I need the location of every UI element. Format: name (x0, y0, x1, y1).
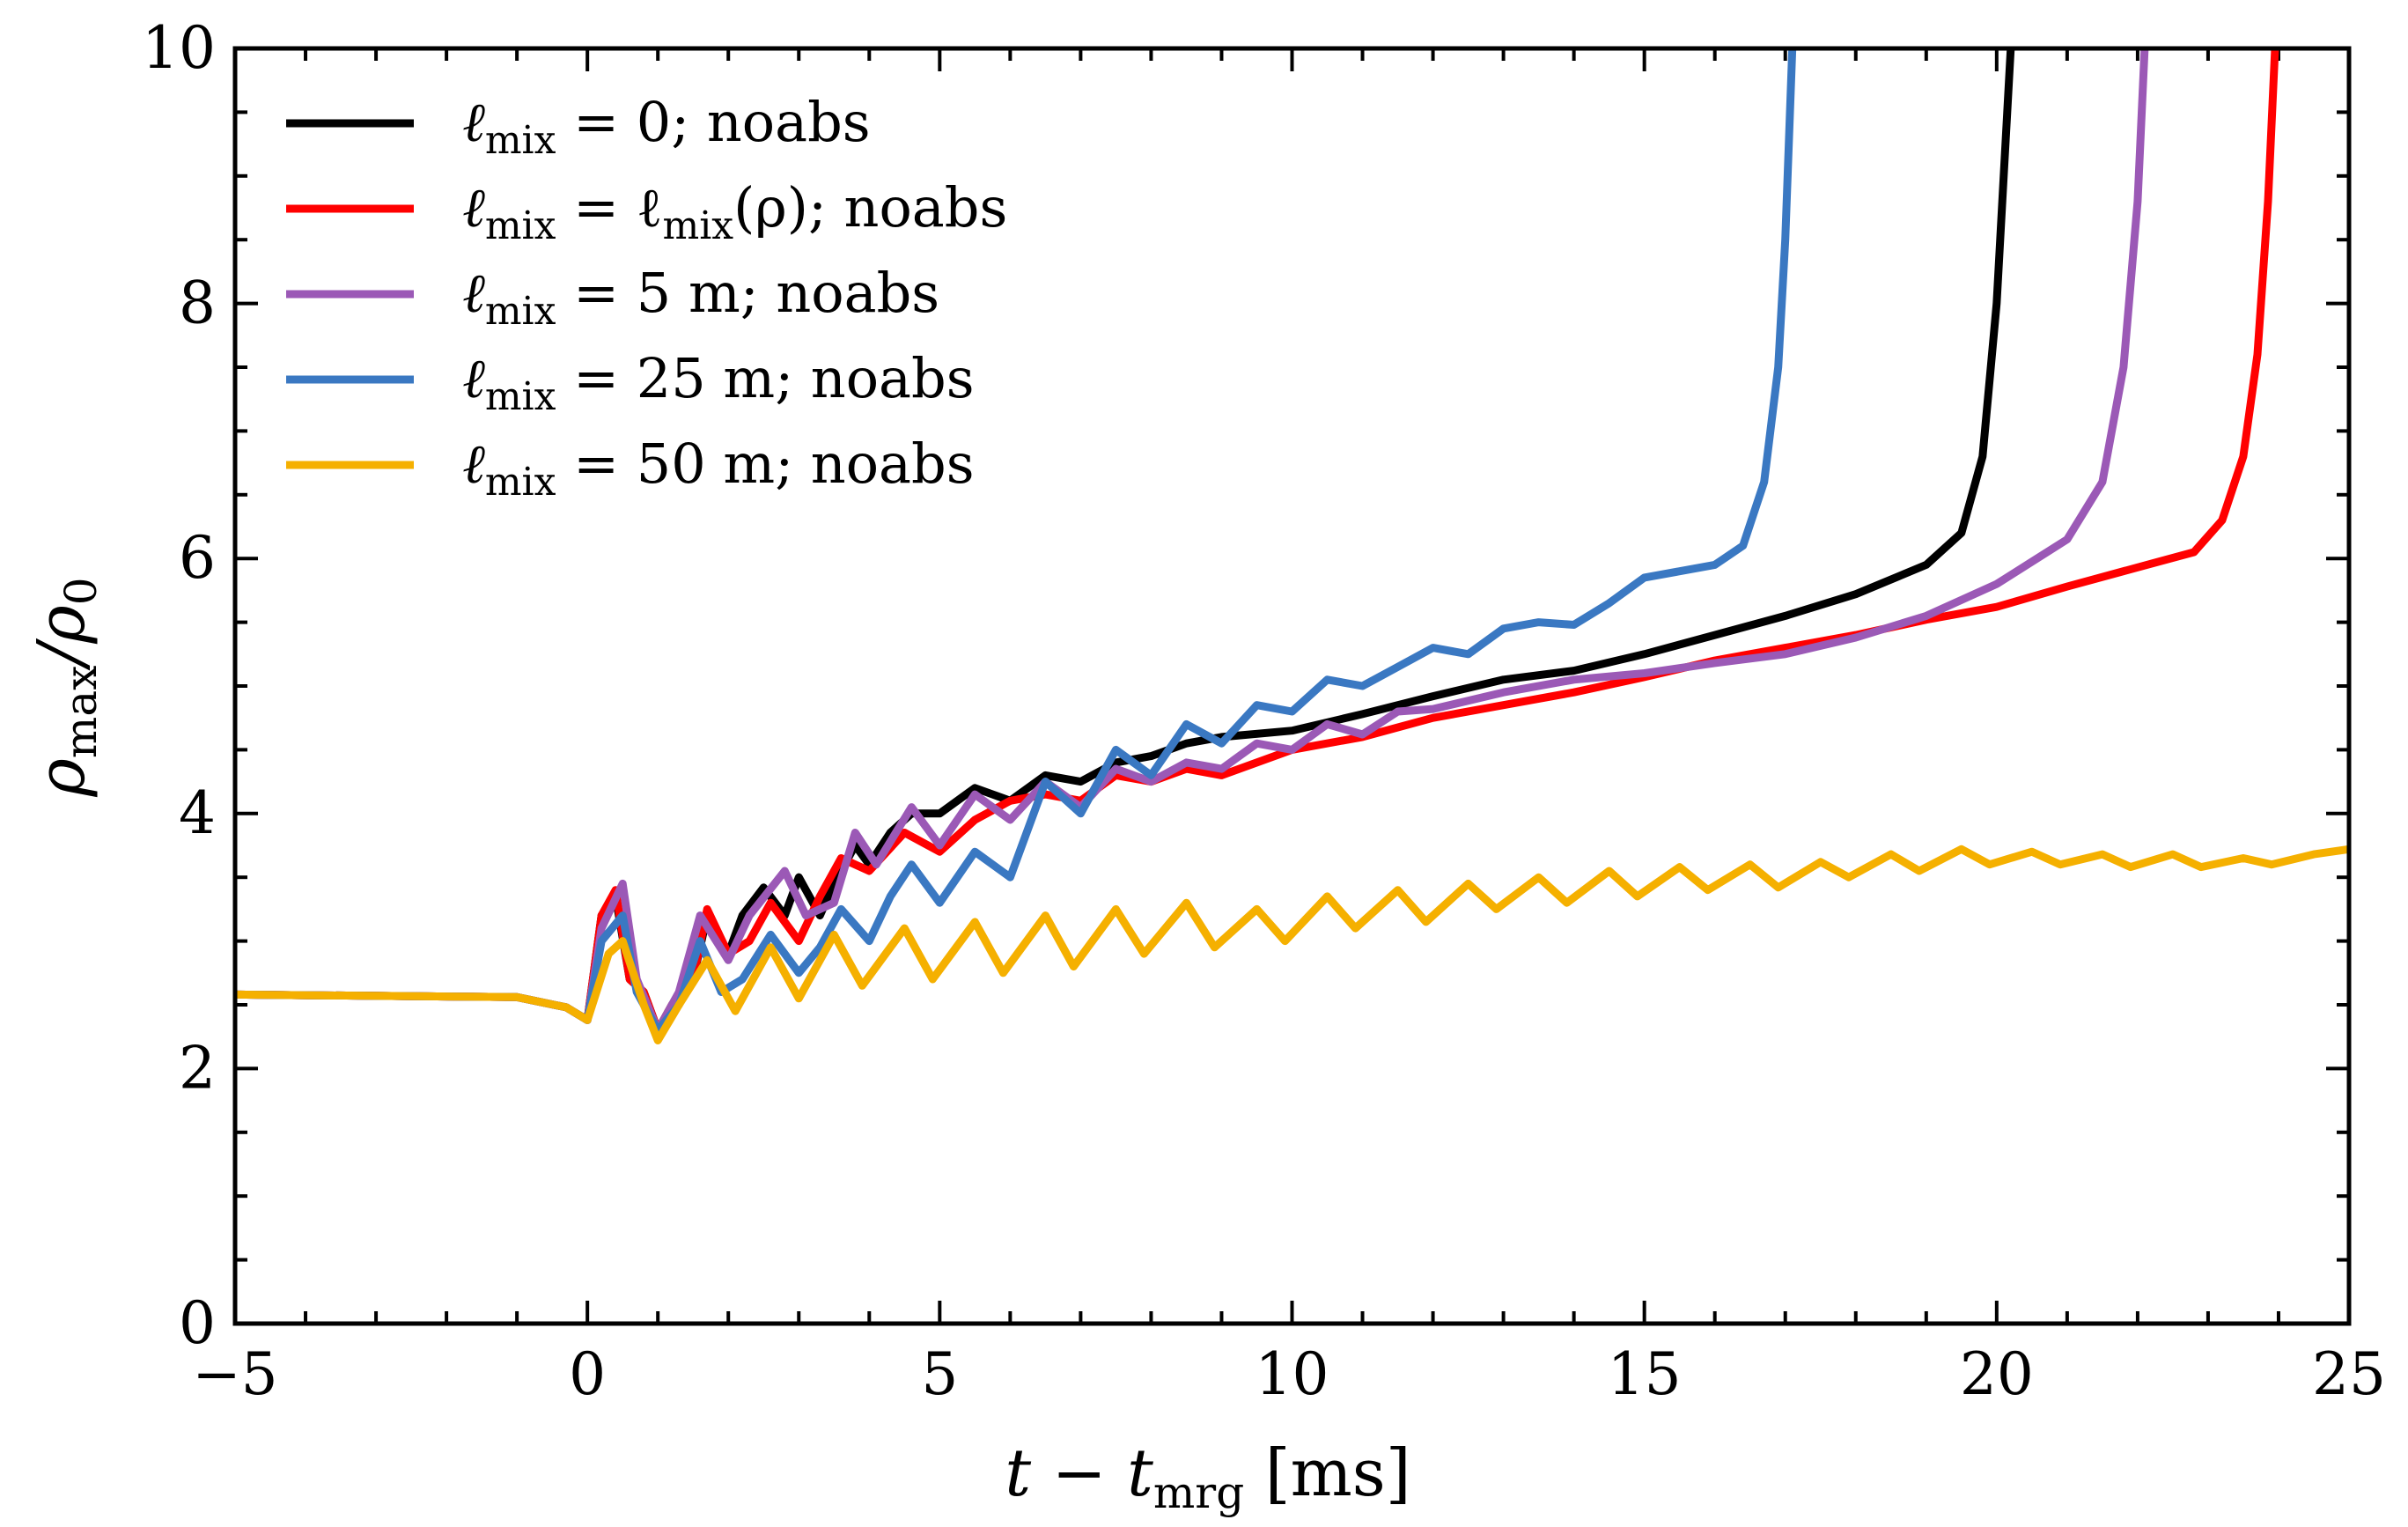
y-tick-label: 6 (179, 524, 216, 592)
x-tick-label: 10 (1256, 1340, 1329, 1408)
series-lines (235, 48, 2349, 1044)
legend-label-3: ℓmix = 5 m; noabs (462, 261, 939, 334)
legend-label-2: ℓmix = ℓmix(ρ); noabs (462, 175, 1007, 248)
y-tick-label: 4 (179, 779, 216, 847)
x-tick-label: 5 (921, 1340, 958, 1408)
legend-label-1: ℓmix = 0; noabs (462, 90, 871, 163)
y-axis-label: ρmax/ρ0 (24, 577, 107, 797)
x-tick-label: 25 (2312, 1340, 2386, 1408)
x-tick-label: −5 (192, 1340, 277, 1408)
x-tick-label: 0 (569, 1340, 606, 1408)
x-tick-label: 20 (1960, 1340, 2034, 1408)
x-tick-label: 15 (1608, 1340, 1682, 1408)
series-line-5 (235, 845, 2349, 1044)
x-axis-label: t − tmrg [ms] (1005, 1435, 1410, 1518)
plot-frame (232, 46, 2352, 1326)
y-tick-label: 0 (179, 1289, 216, 1357)
legend-label-5: ℓmix = 50 m; noabs (462, 432, 975, 505)
y-tick-label: 10 (142, 14, 216, 82)
y-tick-label: 2 (179, 1034, 216, 1102)
y-tick-label: 8 (179, 269, 216, 337)
legend-label-4: ℓmix = 25 m; noabs (462, 346, 975, 419)
legend: ℓmix = 0; noabs ℓmix = ℓmix(ρ); noabs ℓmix… (286, 90, 1007, 505)
